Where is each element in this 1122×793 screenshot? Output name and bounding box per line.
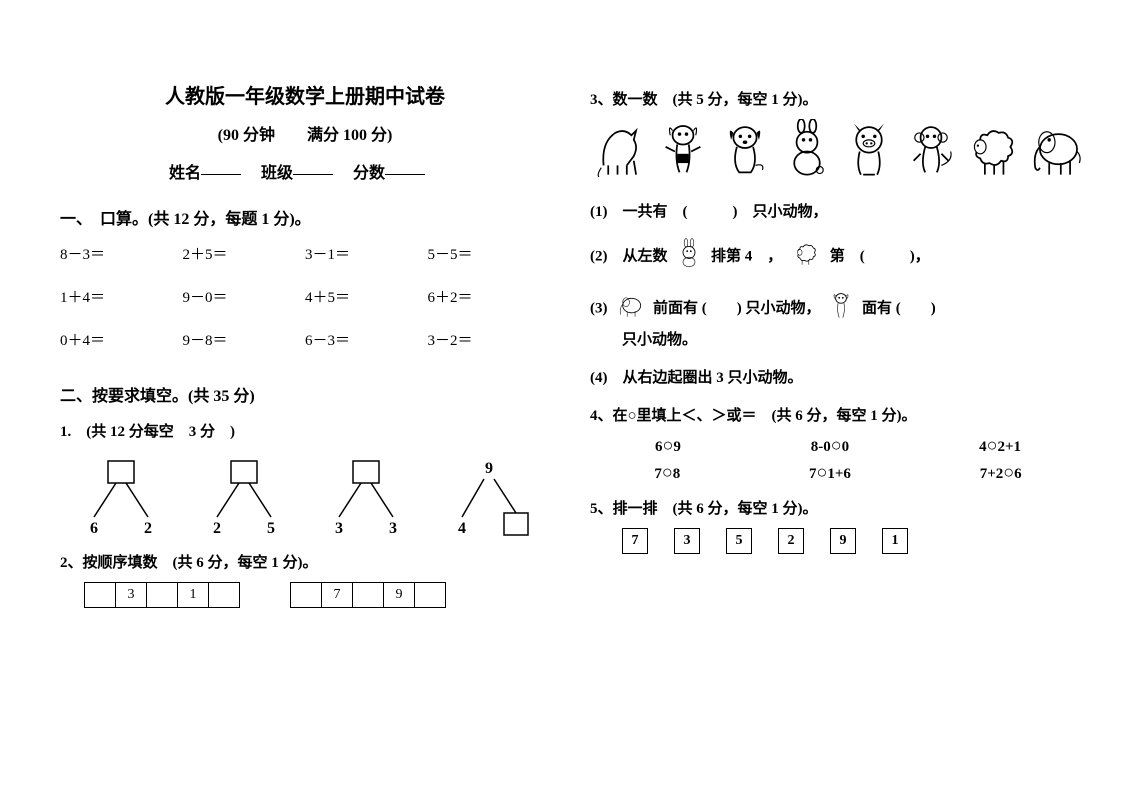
pig-icon: [838, 119, 900, 182]
sort-cell: 9: [830, 528, 856, 554]
seq-1: 3 1: [84, 582, 240, 608]
class-label: 班级: [261, 165, 293, 182]
compare-item: 4○2+1: [979, 435, 1021, 456]
right-column: 3、数一数 (共 5 分，每空 1 分)。 (1) 一共有 ( ) 只小动物， …: [570, 80, 1086, 757]
dog-dancing-icon: [652, 119, 714, 182]
student-fields: 姓名 班级 分数: [60, 159, 550, 183]
bond-diagram: 2 5: [199, 459, 289, 539]
sub-1-heading: 1. (共 12 分每空 3 分 ): [60, 420, 550, 441]
rabbit-icon: [776, 119, 838, 182]
sub-3-heading: 3、数一数 (共 5 分，每空 1 分)。: [590, 88, 1086, 109]
q3-3: (3) 前面有 ( ) 只小动物， 面有 ( ) 只小动物。: [590, 290, 1086, 352]
seq-cell: 9: [383, 582, 415, 608]
arith-item: 3－1＝: [305, 243, 428, 264]
arithmetic-grid: 8－3＝ 2＋5＝ 3－1＝ 5－5＝ 1＋4＝ 9－0＝ 4＋5＝ 6＋2＝ …: [60, 243, 550, 372]
arith-item: 2＋5＝: [183, 243, 306, 264]
elephant-icon: [1024, 119, 1086, 182]
exam-title: 人教版一年级数学上册期中试卷: [60, 80, 550, 109]
sheep-small-icon: [788, 239, 824, 275]
monkey-icon: [900, 119, 962, 182]
seq-cell: [414, 582, 446, 608]
dog-dancing-small-icon: [826, 290, 856, 328]
elephant-small-icon: [613, 291, 647, 327]
animal-row: [590, 119, 1086, 182]
sequence-boxes: 3 1 7 9: [84, 582, 550, 608]
rabbit-small-icon: [673, 238, 705, 276]
sort-cell: 1: [882, 528, 908, 554]
seq-cell: [290, 582, 322, 608]
sub-2-heading: 2、按顺序填数 (共 6 分，每空 1 分)。: [60, 551, 550, 572]
seq-cell: 3: [115, 582, 147, 608]
exam-subtitle: (90 分钟 满分 100 分): [60, 121, 550, 145]
sort-cell: 2: [778, 528, 804, 554]
bond-3: 3 3: [321, 459, 411, 539]
arith-item: 5－5＝: [428, 243, 551, 264]
bond-2: 2 5: [199, 459, 289, 539]
bond-right: 2: [144, 520, 152, 537]
arith-item: 6－3＝: [305, 329, 428, 350]
svg-text:2: 2: [213, 520, 221, 537]
dog-sitting-icon: [714, 119, 776, 182]
sort-cell: 7: [622, 528, 648, 554]
seq-cell: 7: [321, 582, 353, 608]
arith-item: 3－2＝: [428, 329, 551, 350]
compare-item: 6○9: [655, 435, 681, 456]
compare-item: 7○8: [654, 462, 680, 483]
svg-text:3: 3: [389, 520, 397, 537]
score-label: 分数: [353, 165, 385, 182]
svg-text:9: 9: [485, 460, 493, 477]
bond-diagram: 6 2: [76, 459, 166, 539]
arith-item: 0＋4＝: [60, 329, 183, 350]
sort-cell: 3: [674, 528, 700, 554]
q3-4: (4) 从右边起圈出 3 只小动物。: [590, 366, 1086, 390]
compare-row-1: 6○9 8-0○0 4○2+1: [590, 435, 1086, 456]
section-2-heading: 二、按要求填空。(共 35 分): [60, 382, 550, 406]
q3-2: (2) 从左数 排第 4 ， 第 ( )，: [590, 238, 1086, 276]
seq-cell: 1: [177, 582, 209, 608]
bond-1: 6 2: [76, 459, 166, 539]
svg-text:3: 3: [335, 520, 343, 537]
arith-item: 6＋2＝: [428, 286, 551, 307]
bond-diagram: 9 4: [444, 459, 534, 539]
compare-item: 7+2○6: [980, 462, 1022, 483]
arith-item: 9－0＝: [183, 286, 306, 307]
compare-item: 8-0○0: [811, 435, 849, 456]
sub-4-heading: 4、在○里填上＜、＞或＝ (共 6 分，每空 1 分)。: [590, 404, 1086, 425]
sheep-icon: [962, 119, 1024, 182]
bond-left: 6: [90, 520, 98, 537]
seq-2: 7 9: [290, 582, 446, 608]
left-column: 人教版一年级数学上册期中试卷 (90 分钟 满分 100 分) 姓名 班级 分数…: [60, 80, 570, 757]
horse-icon: [590, 119, 652, 182]
arith-item: 8－3＝: [60, 243, 183, 264]
arith-item: 9－8＝: [183, 329, 306, 350]
sub-5-heading: 5、排一排 (共 6 分，每空 1 分)。: [590, 497, 1086, 518]
seq-cell: [146, 582, 178, 608]
arith-item: 4＋5＝: [305, 286, 428, 307]
compare-item: 7○1+6: [809, 462, 851, 483]
number-bonds: 6 2 2 5 3 3 9: [60, 459, 550, 539]
seq-cell: [208, 582, 240, 608]
seq-cell: [352, 582, 384, 608]
bond-4: 9 4: [444, 459, 534, 539]
q3-1: (1) 一共有 ( ) 只小动物，: [590, 200, 1086, 224]
svg-text:5: 5: [267, 520, 275, 537]
compare-row-2: 7○8 7○1+6 7+2○6: [590, 462, 1086, 483]
bond-diagram: 3 3: [321, 459, 411, 539]
sort-boxes: 7 3 5 2 9 1: [622, 528, 1086, 554]
seq-cell: [84, 582, 116, 608]
name-label: 姓名: [169, 165, 201, 182]
arith-item: 1＋4＝: [60, 286, 183, 307]
section-1-heading: 一、 口算。(共 12 分，每题 1 分)。: [60, 205, 550, 229]
svg-text:4: 4: [458, 520, 466, 537]
sort-cell: 5: [726, 528, 752, 554]
